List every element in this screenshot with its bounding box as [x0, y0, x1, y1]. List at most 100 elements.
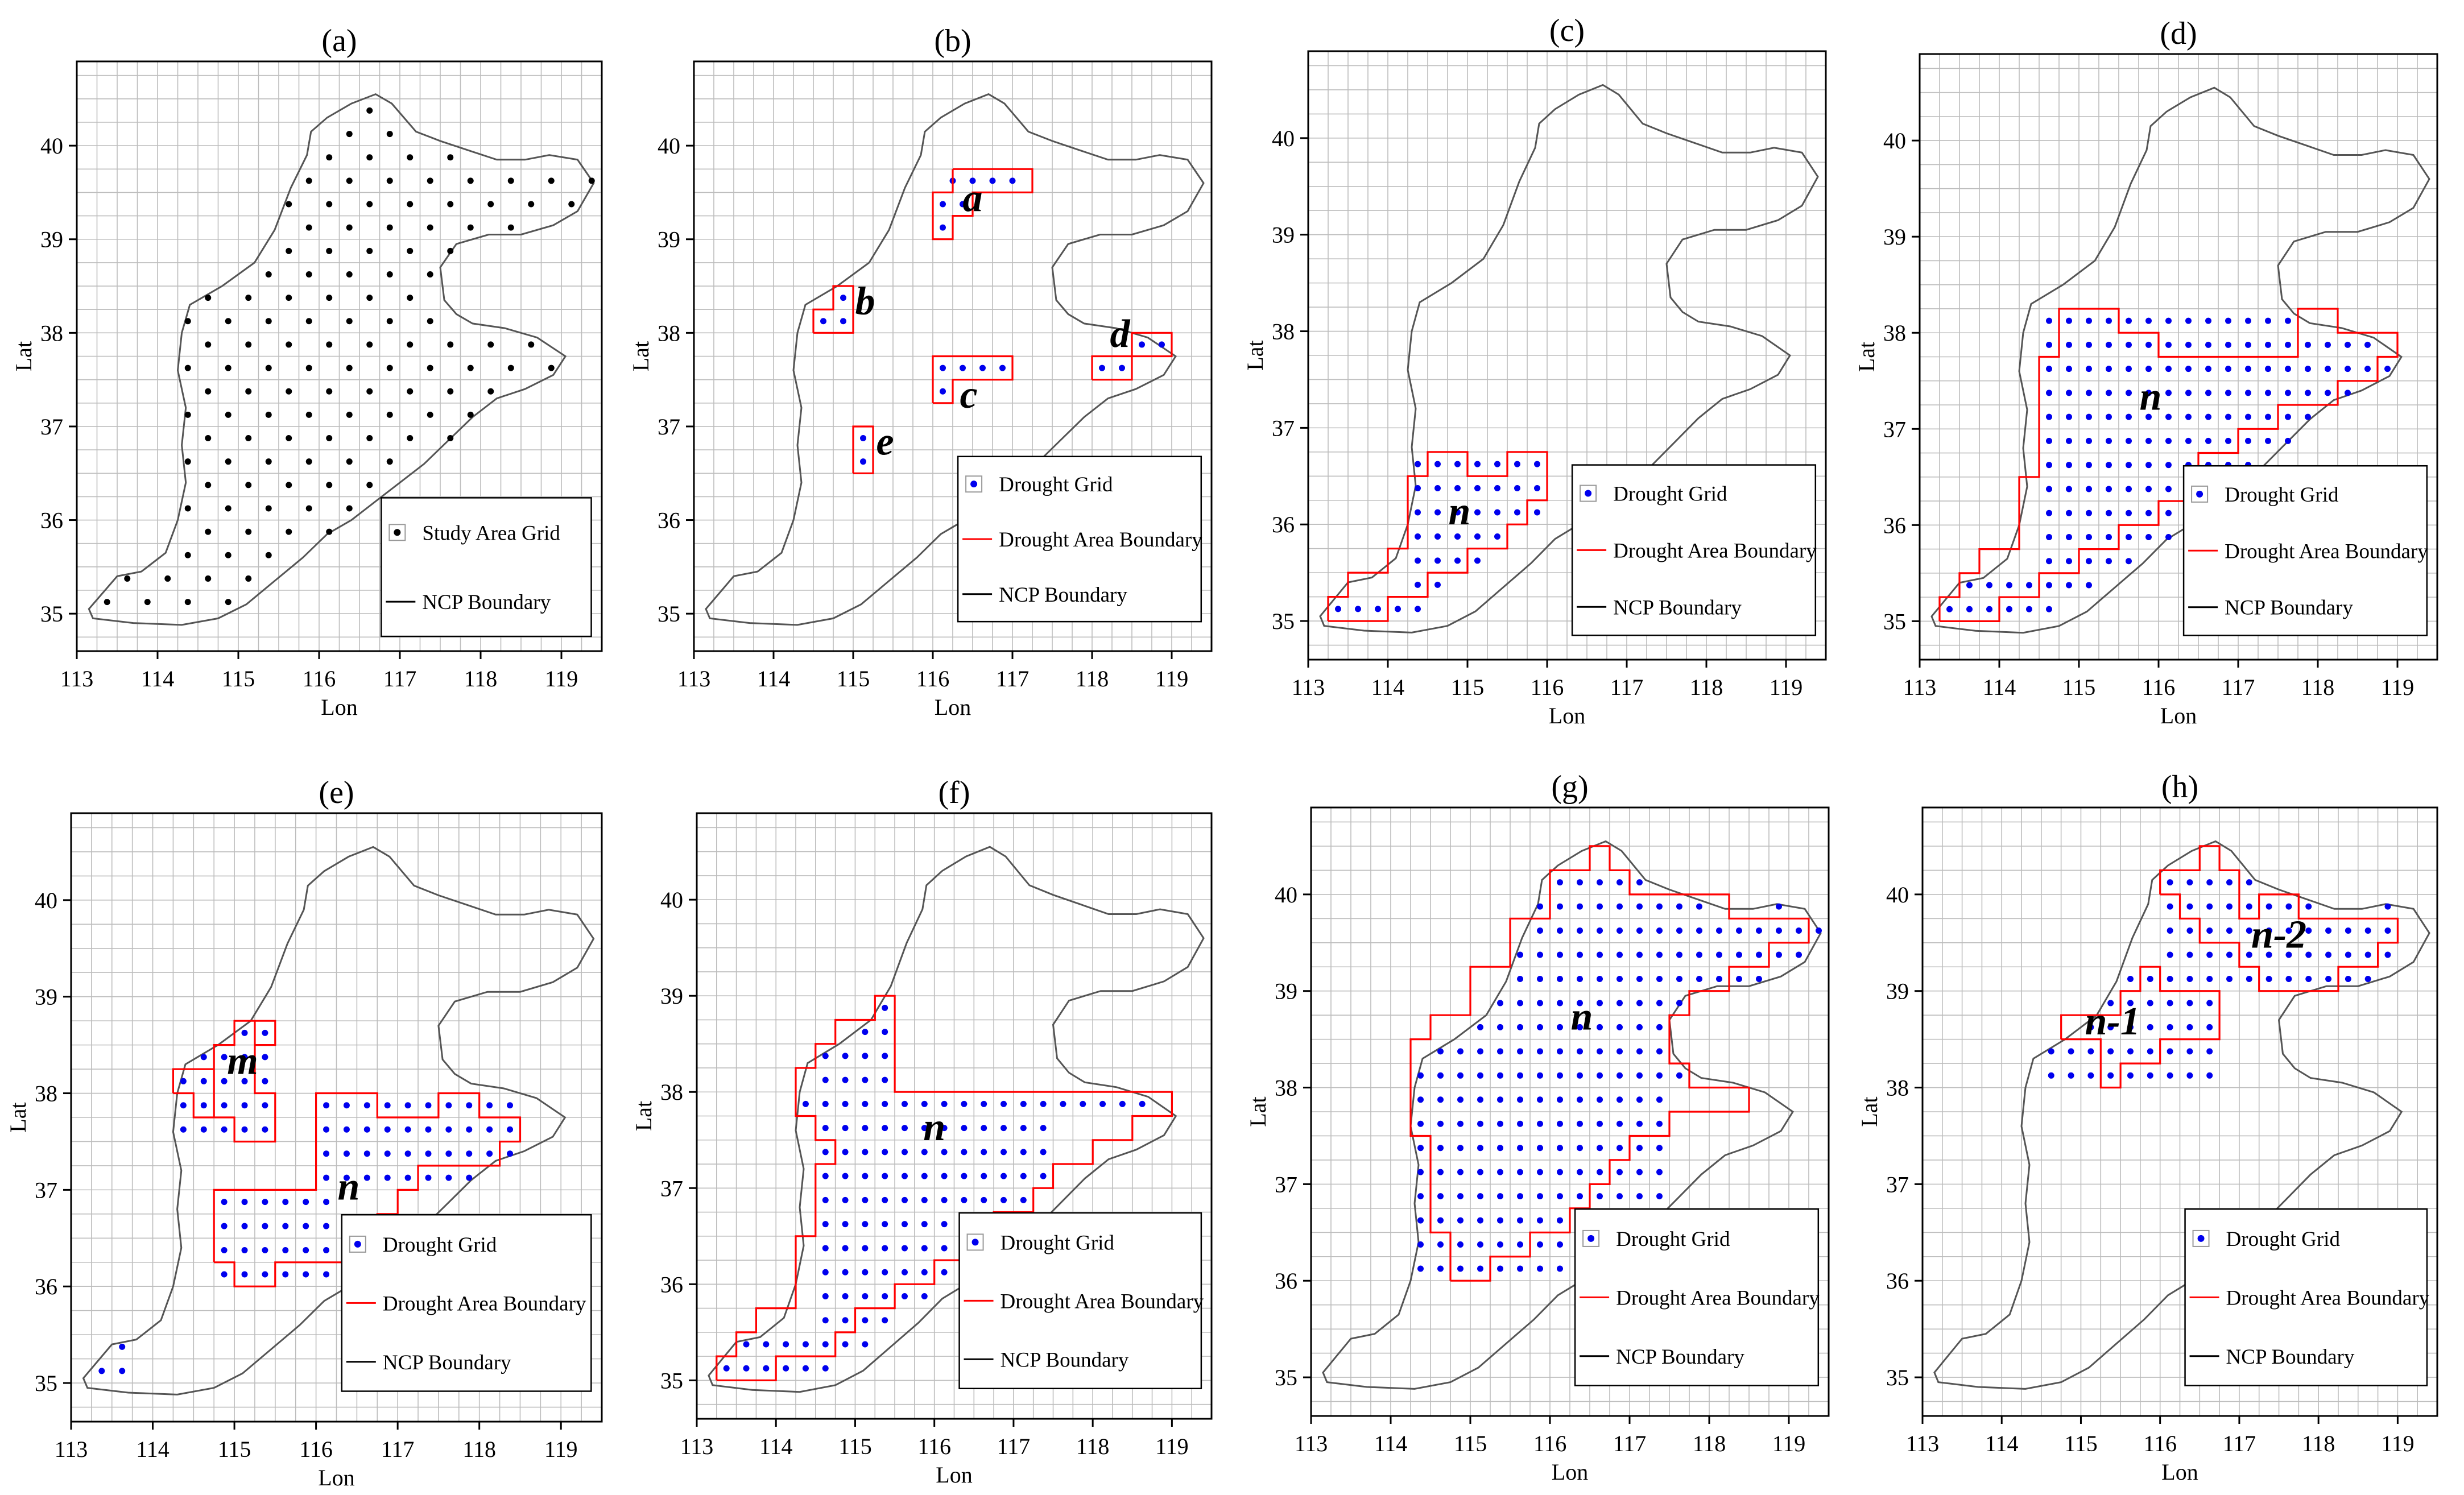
- drought-grid-point: [1636, 903, 1643, 910]
- drought-grid-point: [1001, 1125, 1007, 1132]
- drought-grid-point: [2285, 341, 2291, 348]
- region-label: n: [1449, 490, 1471, 533]
- legend-entry-label: Drought Area Boundary: [2225, 540, 2428, 563]
- drought-grid-point: [323, 1174, 330, 1181]
- y-tick-label: 37: [1275, 1171, 1297, 1197]
- drought-grid-point: [1656, 1024, 1663, 1030]
- x-tick-label: 115: [1451, 674, 1485, 700]
- drought-grid-point: [822, 1245, 829, 1252]
- study-grid-point: [346, 318, 353, 325]
- drought-grid-point: [1796, 927, 1802, 934]
- drought-grid-point: [901, 1173, 908, 1179]
- y-tick-label: 40: [660, 887, 683, 913]
- legend-box: [1571, 464, 1817, 636]
- study-grid-point: [184, 505, 191, 512]
- drought-grid-point: [180, 1078, 187, 1084]
- drought-grid-point: [1537, 1145, 1543, 1152]
- x-tick-label: 113: [60, 666, 94, 691]
- x-tick-label: 115: [222, 666, 255, 691]
- drought-grid-point: [241, 1126, 248, 1133]
- drought-grid-point: [1656, 975, 1663, 982]
- drought-grid-point: [2086, 486, 2092, 492]
- panel-g: n 113 114 115 116 117 118 119 35 36 37 38 39 40 Lon Lat…: [1245, 769, 1830, 1485]
- drought-grid-point: [241, 1102, 248, 1109]
- drought-grid-point: [2384, 903, 2391, 910]
- drought-grid-point: [2167, 903, 2173, 910]
- x-tick-label: 115: [218, 1436, 251, 1462]
- drought-grid-point: [1617, 1193, 1623, 1200]
- legend: Drought Grid Drought Area Boundary NCP Bou…: [958, 1212, 1204, 1389]
- drought-grid-point: [2147, 1072, 2153, 1079]
- drought-grid-point: [2185, 413, 2192, 420]
- y-tick-label: 37: [1272, 415, 1295, 441]
- x-tick-label: 116: [916, 666, 950, 691]
- drought-grid-point: [425, 1150, 432, 1157]
- drought-grid-point: [1355, 606, 1361, 612]
- drought-grid-point: [2226, 927, 2233, 934]
- drought-grid-point: [2245, 366, 2251, 372]
- x-tick-label: 115: [2064, 1431, 2098, 1456]
- drought-grid-point: [842, 1317, 849, 1324]
- x-axis-label: Lon: [1552, 1459, 1588, 1485]
- drought-grid-point: [1577, 1096, 1583, 1103]
- drought-grid-point: [466, 1174, 473, 1181]
- drought-grid-point: [200, 1078, 207, 1084]
- grid-points: [1417, 879, 1822, 1272]
- plot-frame: [76, 60, 603, 652]
- legend: Drought Grid Drought Area Boundary NCP Bou…: [957, 455, 1202, 623]
- drought-grid-point: [2205, 341, 2211, 348]
- drought-grid-point: [2106, 558, 2112, 565]
- legend-box: [958, 1212, 1202, 1389]
- study-grid-point: [265, 365, 272, 371]
- drought-grid-point: [2126, 510, 2132, 516]
- drought-grid-point: [1437, 1265, 1444, 1272]
- drought-grid-point: [961, 1125, 968, 1132]
- drought-grid-point: [1497, 1193, 1503, 1200]
- legend-entry-label: Study Area Grid: [422, 521, 560, 545]
- drought-grid-point: [2086, 341, 2092, 348]
- drought-grid-point: [901, 1149, 908, 1156]
- drought-grid-point: [1517, 951, 1523, 958]
- drought-grid-point: [1020, 1125, 1027, 1132]
- drought-grid-point: [1517, 1024, 1523, 1030]
- drought-grid-point: [763, 1365, 770, 1372]
- study-grid-point: [245, 575, 252, 582]
- drought-grid-point: [2265, 341, 2271, 348]
- study-grid-point: [447, 341, 454, 348]
- legend: Drought Grid Drought Area Boundary NCP Bou…: [1571, 464, 1817, 636]
- drought-grid-point: [2006, 606, 2012, 612]
- drought-grid-point: [2165, 462, 2172, 469]
- drought-grid-point: [2245, 390, 2251, 396]
- legend-entry-label: NCP Boundary: [2225, 597, 2353, 620]
- drought-grid-point: [842, 1125, 849, 1132]
- drought-grid-point: [2068, 1072, 2074, 1079]
- study-grid-point: [286, 388, 292, 395]
- drought-grid-point: [2167, 951, 2173, 958]
- drought-grid-point: [1494, 485, 1500, 492]
- y-tick-label: 36: [1883, 512, 1906, 538]
- panel-label: (g): [1551, 769, 1588, 805]
- y-tick-label: 39: [40, 227, 63, 252]
- drought-grid-point: [2145, 413, 2152, 420]
- study-grid-point: [386, 224, 393, 231]
- drought-grid-point: [1020, 1149, 1027, 1156]
- drought-grid-point: [1656, 1072, 1663, 1079]
- drought-grid-point: [842, 1293, 849, 1299]
- study-grid-point: [548, 177, 555, 184]
- drought-grid-point: [1457, 1120, 1463, 1127]
- drought-grid-point: [2206, 903, 2213, 910]
- drought-grid-point: [1617, 1024, 1623, 1030]
- drought-grid-point: [221, 1247, 228, 1254]
- panel-c: n 113 114 115 116 117 118 119 35 36 37 38 39 40 Lon Lat…: [1242, 13, 1827, 728]
- drought-grid-point: [1437, 1193, 1444, 1200]
- drought-grid-point: [1776, 951, 1782, 958]
- drought-grid-point: [1457, 1193, 1463, 1200]
- drought-grid-point: [180, 1126, 187, 1133]
- drought-grid-point: [1557, 1217, 1563, 1224]
- drought-grid-point: [2126, 341, 2132, 348]
- region-label: n: [2140, 375, 2162, 419]
- drought-grid-point: [2147, 1000, 2153, 1007]
- drought-grid-point: [1417, 1096, 1424, 1103]
- drought-grid-point: [1557, 1096, 1563, 1103]
- study-grid-point: [144, 599, 151, 606]
